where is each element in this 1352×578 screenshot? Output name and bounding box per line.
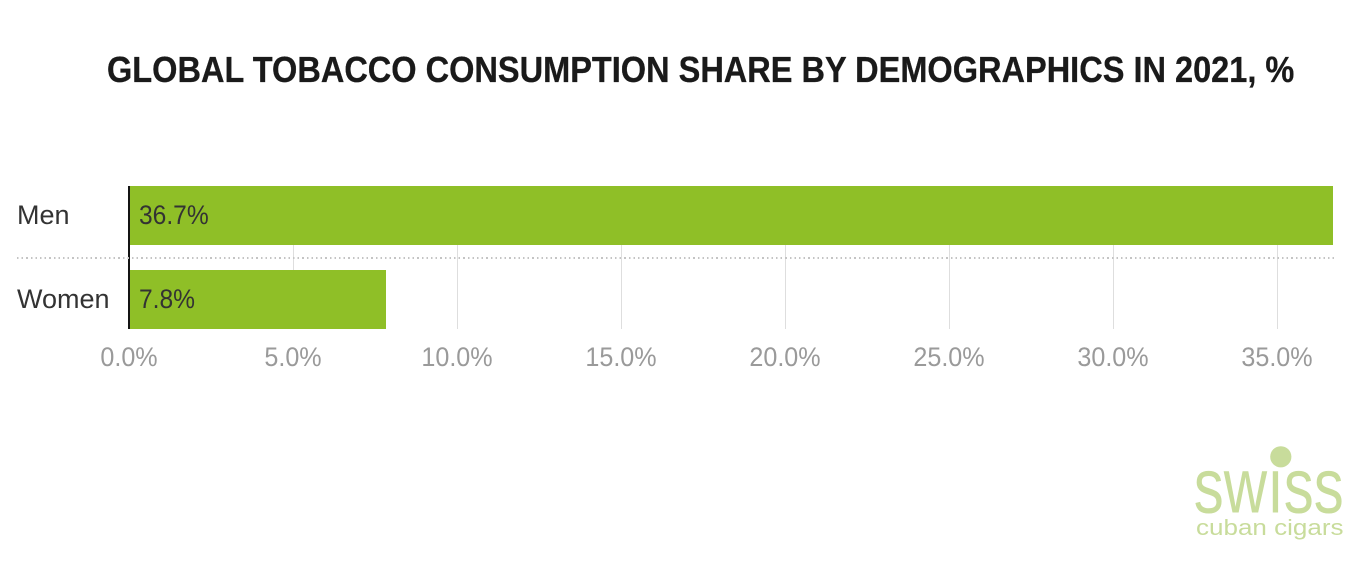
svg-text:cuban cigars: cuban cigars <box>1196 515 1344 540</box>
svg-text:swıss: swıss <box>1194 442 1344 530</box>
